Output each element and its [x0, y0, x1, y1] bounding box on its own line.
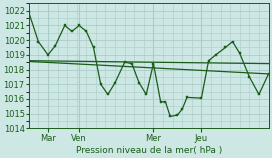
- X-axis label: Pression niveau de la mer( hPa ): Pression niveau de la mer( hPa ): [76, 146, 222, 155]
